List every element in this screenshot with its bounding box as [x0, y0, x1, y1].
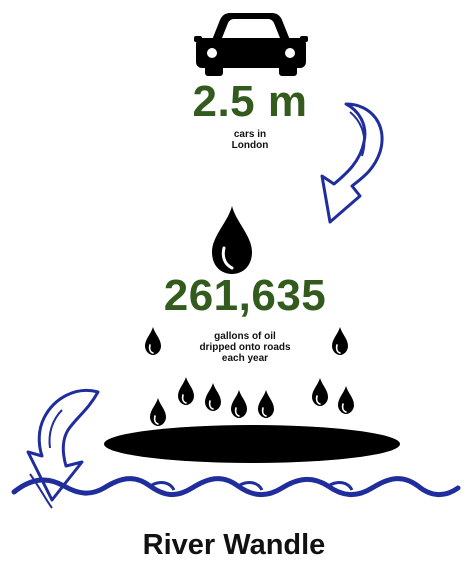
oil-label: gallons of oil dripped onto roads each y… — [170, 331, 320, 364]
cars-label-line2: London — [231, 140, 269, 151]
river-title: River Wandle — [142, 529, 326, 561]
oil-label-line1: gallons of oil — [214, 331, 276, 342]
cars-label: cars in London — [190, 129, 310, 151]
oil-label-line2: dripped onto roads — [199, 342, 291, 353]
cars-count: 2.5 m — [192, 77, 308, 126]
oil-label-line3: each year — [221, 353, 269, 364]
cars-label-line1: cars in — [233, 129, 267, 140]
oil-gallons-count: 261,635 — [163, 271, 327, 320]
